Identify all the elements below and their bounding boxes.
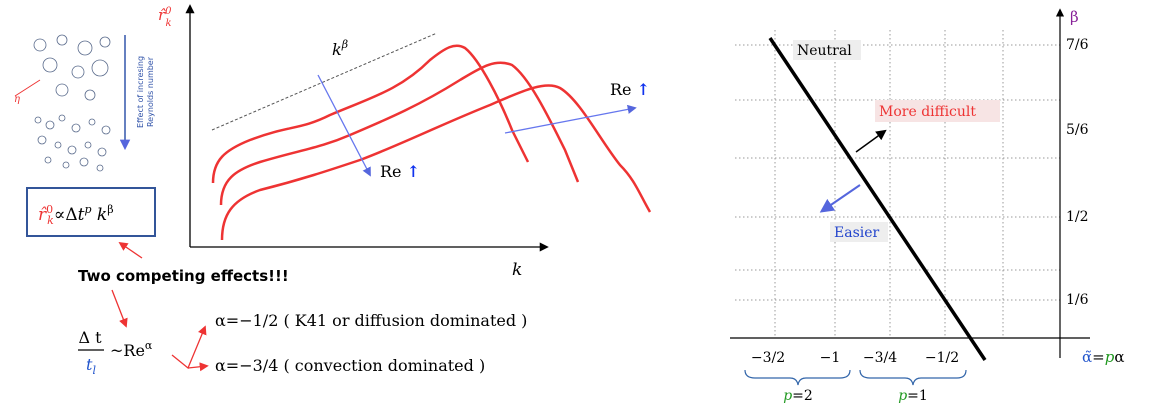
harder-label: More difficult xyxy=(879,104,976,120)
k-sup: β xyxy=(107,203,113,216)
p: p xyxy=(898,388,907,404)
brace xyxy=(744,369,851,386)
sup: 0 xyxy=(165,6,172,17)
brace-label: p=1 xyxy=(898,388,928,404)
t-sup: p xyxy=(84,203,91,216)
re-text: Re xyxy=(610,80,637,99)
neutral-line xyxy=(768,37,987,361)
sup: β xyxy=(341,38,348,51)
re-text: Re xyxy=(380,162,407,181)
rest: α xyxy=(1114,348,1124,366)
p: p xyxy=(783,388,792,404)
red-arrow xyxy=(111,289,128,328)
y-tick-label: 5/6 xyxy=(1066,122,1089,138)
re-arrow-glyph: ↑ xyxy=(407,162,420,181)
rel-sup: α xyxy=(145,339,153,352)
harder-bg xyxy=(875,100,1000,122)
ratio-rel: ~Reα xyxy=(110,339,153,360)
ratio-den: tl xyxy=(86,355,96,377)
red-arrow xyxy=(171,325,207,370)
note-line: Effect of incresing xyxy=(136,56,145,128)
alpha-case: α=−1/2 ( K41 or diffusion dominated ) xyxy=(215,311,527,330)
y-tick-label: 1/2 xyxy=(1066,209,1089,225)
easier-bg xyxy=(830,222,888,242)
neutral-label: Neutral xyxy=(797,43,852,59)
power-law-label: kβ xyxy=(332,38,348,59)
neutral-bg xyxy=(793,40,861,60)
p: p xyxy=(1105,348,1115,366)
alpha-case: α=−3/4 ( convection dominated ) xyxy=(215,356,485,375)
sym: r̂ xyxy=(158,6,166,24)
y-label: r̂0 k xyxy=(158,6,172,29)
re-label: Re ↑ xyxy=(380,162,420,181)
y-tick-label: 7/6 xyxy=(1066,37,1089,53)
x-tick-label: −3/4 xyxy=(863,350,897,366)
alpha: α̃ xyxy=(1082,348,1092,366)
formula: r̂0 k∝Δtp kβ xyxy=(38,203,114,227)
r: r̂ xyxy=(38,205,47,225)
ratio-num: Δ t xyxy=(78,328,102,347)
eq: =1 xyxy=(907,388,928,404)
den-sub: l xyxy=(92,364,96,377)
vortex-note: Effect of incresingReynolds number xyxy=(136,56,155,128)
x-tick-label: −1 xyxy=(820,350,841,366)
harder-arrow xyxy=(855,129,887,153)
note-line: Reynolds number xyxy=(146,56,155,127)
k: k xyxy=(92,205,108,225)
spectrum-curve xyxy=(219,61,580,206)
eta-label: η xyxy=(14,94,20,105)
grid xyxy=(735,30,1060,338)
easier-arrow xyxy=(819,184,861,213)
eq: = xyxy=(1092,348,1105,366)
y-axis-label: β xyxy=(1070,8,1079,26)
red-arrow xyxy=(187,362,209,372)
spectrum-curve xyxy=(220,84,652,241)
y-tick-label: 1/6 xyxy=(1066,292,1089,308)
spectrum-curve xyxy=(211,44,530,184)
red-arrow xyxy=(118,241,143,259)
power-law-guide xyxy=(211,32,438,131)
re-arrow-glyph: ↑ xyxy=(637,80,650,99)
x-axis-label: α̃=pα xyxy=(1082,348,1124,366)
rel: ~Re xyxy=(110,341,145,360)
x-label: k xyxy=(512,260,522,280)
brace-label: p=2 xyxy=(783,388,813,404)
eq: =2 xyxy=(792,388,813,404)
x-tick-label: −1/2 xyxy=(925,350,959,366)
two-effects: Two competing effects!!! xyxy=(78,267,289,285)
base: k xyxy=(332,40,342,59)
r-sup: 0 xyxy=(46,203,53,216)
r-sub: k xyxy=(47,214,54,227)
t: t xyxy=(78,205,85,225)
den: t xyxy=(86,355,93,374)
x-tick-label: −3/2 xyxy=(751,350,785,366)
re-arrow xyxy=(317,74,371,177)
vortex-illustration xyxy=(14,34,131,172)
easier-label: Easier xyxy=(834,225,880,241)
prop: ∝Δ xyxy=(54,205,78,225)
formula-box xyxy=(26,187,156,237)
re-label: Re ↑ xyxy=(610,80,650,99)
re-arrow xyxy=(504,104,637,134)
brace xyxy=(859,369,967,386)
sub: k xyxy=(166,18,172,29)
